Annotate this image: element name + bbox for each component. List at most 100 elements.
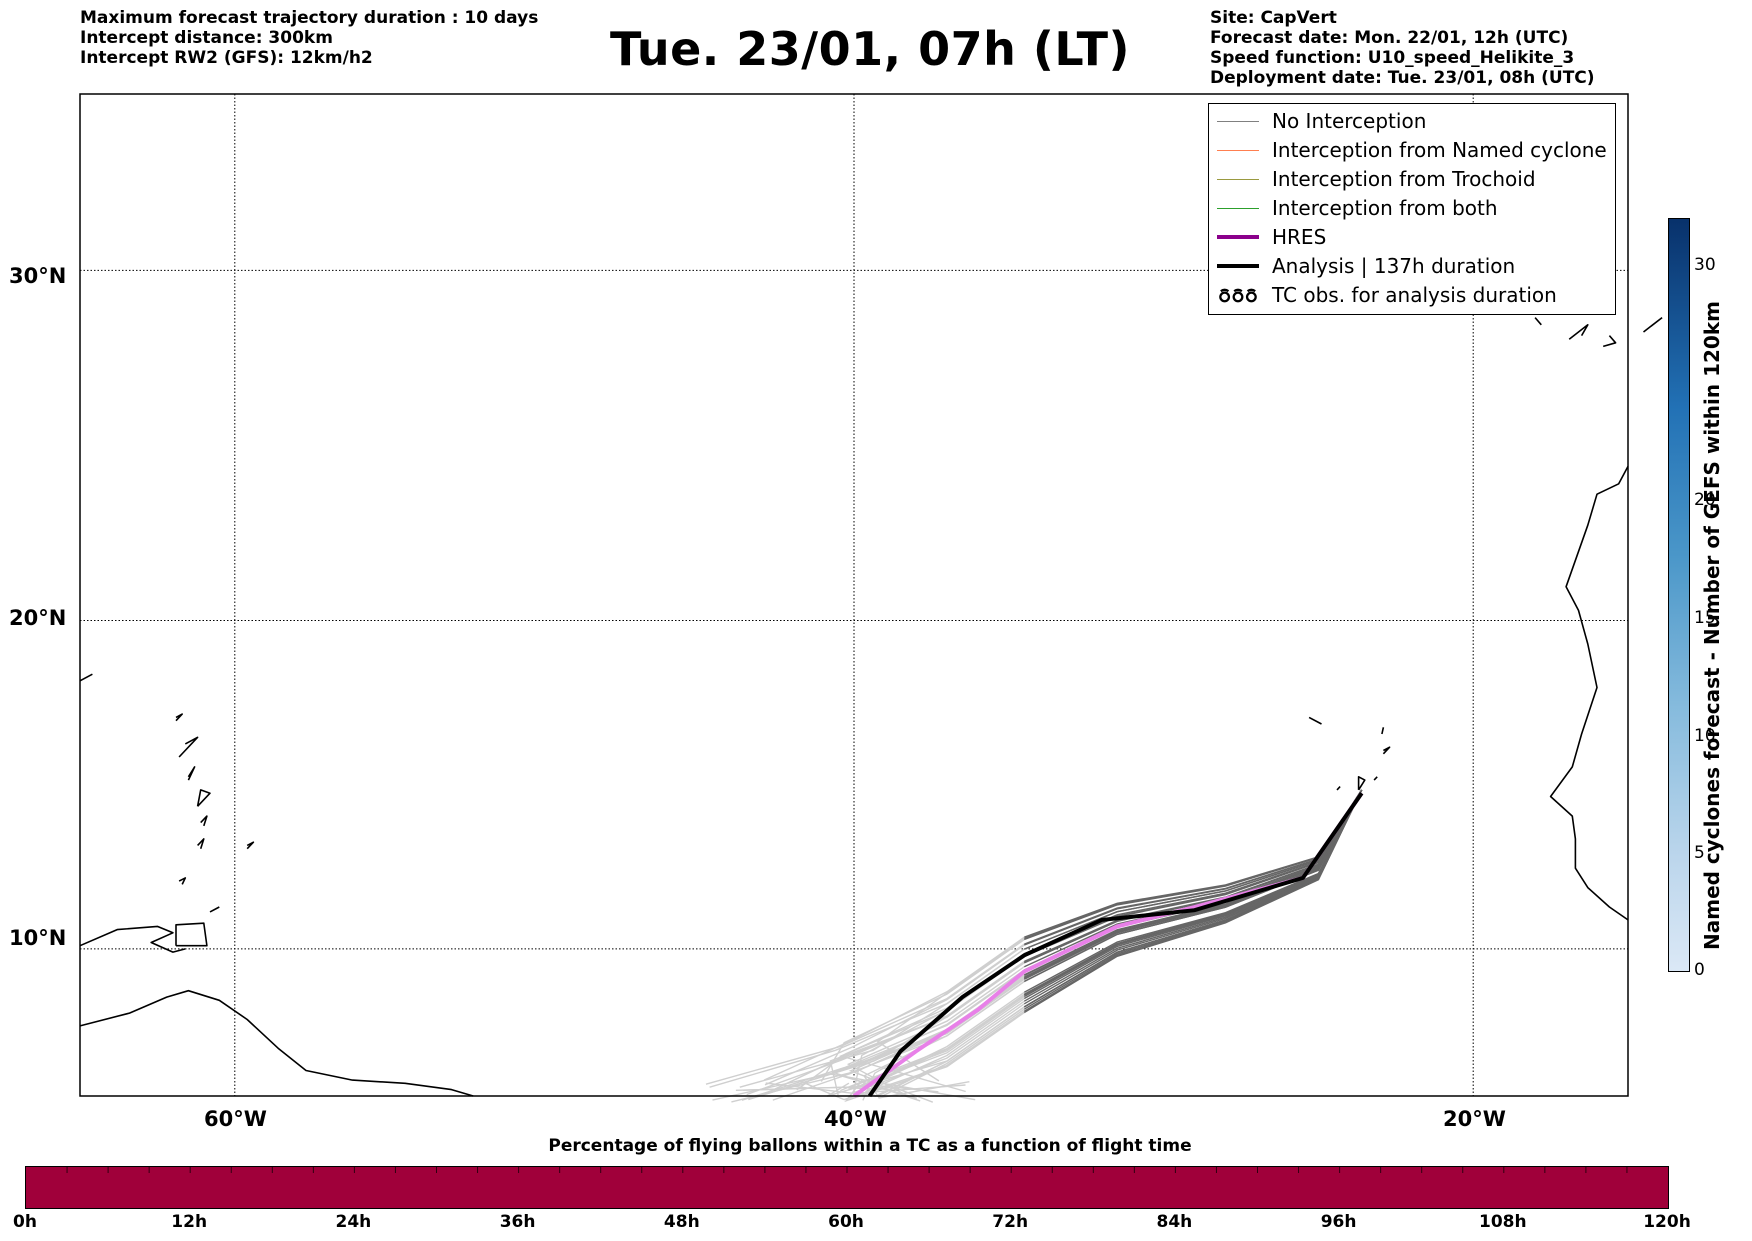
trajectory-line bbox=[1024, 789, 1363, 963]
colorbar-tick: 20 bbox=[1694, 490, 1716, 510]
hres-trajectory bbox=[852, 792, 1364, 1098]
coastline bbox=[187, 766, 196, 781]
percent-bar-tick-label: 36h bbox=[499, 1212, 536, 1232]
percent-bar-tick-label: 0h bbox=[13, 1212, 37, 1232]
coastline bbox=[79, 925, 186, 953]
percent-bar-tick-label: 24h bbox=[335, 1212, 372, 1232]
coastline bbox=[1357, 776, 1366, 791]
coastline bbox=[1381, 727, 1385, 735]
legend-label: HRES bbox=[1272, 225, 1327, 249]
coastline bbox=[1382, 746, 1391, 755]
legend-item: Interception from both bbox=[1209, 194, 1615, 223]
colorbar-tick: 30 bbox=[1694, 255, 1716, 275]
coastline bbox=[200, 815, 208, 827]
site-line: Site: CapVert bbox=[1210, 8, 1337, 28]
legend-label: Analysis | 137h duration bbox=[1272, 254, 1516, 278]
percent-bar-tick-label: 96h bbox=[1320, 1212, 1357, 1232]
coastline bbox=[1568, 324, 1589, 340]
trajectory-line bbox=[1023, 789, 1363, 1008]
coastline bbox=[196, 789, 211, 807]
trajectory-line bbox=[735, 994, 1025, 1091]
percent-bar-tick-label: 84h bbox=[1156, 1212, 1193, 1232]
legend-label: Interception from both bbox=[1272, 196, 1498, 220]
legend-label: No Interception bbox=[1272, 109, 1427, 133]
percent-bar-title: Percentage of flying ballons within a TC… bbox=[548, 1136, 1192, 1156]
site-line: Speed function: U10_speed_Helikite_3 bbox=[1210, 48, 1575, 68]
lon-tick: 40°W bbox=[824, 1107, 887, 1131]
coastline bbox=[197, 838, 205, 849]
map-gridlines bbox=[80, 94, 1628, 1096]
lat-tick: 30°N bbox=[9, 264, 67, 288]
coastline bbox=[1308, 716, 1322, 725]
legend-swatch bbox=[1217, 121, 1259, 122]
trajectory-line bbox=[1023, 789, 1363, 978]
lat-tick: 20°N bbox=[9, 606, 67, 630]
site-line: Deployment date: Tue. 23/01, 08h (UTC) bbox=[1210, 68, 1595, 88]
coastline bbox=[79, 989, 474, 1097]
coastline bbox=[1549, 466, 1629, 921]
cyclone-symbol-icon bbox=[1219, 288, 1257, 303]
param-line: Maximum forecast trajectory duration : 1… bbox=[80, 8, 539, 28]
map-legend: No Interception Interception from Named … bbox=[1208, 103, 1616, 315]
trajectories-late bbox=[705, 936, 1025, 1103]
coastlines bbox=[79, 316, 1663, 1097]
percent-bar bbox=[25, 1166, 1669, 1209]
legend-item: HRES bbox=[1209, 223, 1615, 252]
trajectory-line bbox=[826, 1006, 1025, 1097]
legend-swatch bbox=[1217, 208, 1259, 209]
coastline bbox=[175, 922, 208, 947]
coastline bbox=[175, 713, 183, 722]
legend-item: Analysis | 137h duration bbox=[1209, 252, 1615, 281]
coastline bbox=[1373, 776, 1378, 781]
legend-item: Interception from Named cyclone bbox=[1209, 136, 1615, 165]
legend-swatch bbox=[1217, 235, 1259, 239]
legend-swatch bbox=[1217, 179, 1259, 180]
map-frame bbox=[79, 93, 1629, 1097]
coastline bbox=[209, 906, 220, 913]
percent-bar-tick-label: 72h bbox=[992, 1212, 1029, 1232]
trajectory-line bbox=[762, 961, 1025, 1096]
trajectory-line bbox=[828, 978, 1025, 1101]
coastline bbox=[1534, 317, 1542, 326]
legend-item: No Interception bbox=[1209, 107, 1615, 136]
colorbar-tick: 10 bbox=[1694, 726, 1716, 746]
colorbar-tick: 0 bbox=[1694, 960, 1705, 980]
percent-bar-tick-label: 120h bbox=[1643, 1212, 1691, 1232]
colorbar-label: Named cyclones forecast - Number of GEFS… bbox=[1700, 301, 1724, 950]
lon-tick: 60°W bbox=[204, 1107, 267, 1131]
legend-label: Interception from Named cyclone bbox=[1272, 138, 1607, 162]
coastline bbox=[1602, 335, 1617, 348]
trajectory-line bbox=[739, 948, 1025, 1088]
trajectory-line bbox=[798, 1010, 1025, 1101]
lat-tick: 10°N bbox=[9, 926, 67, 950]
lon-tick: 20°W bbox=[1443, 1107, 1506, 1131]
coastline bbox=[246, 841, 255, 850]
coastline bbox=[79, 673, 93, 682]
page-title: Tue. 23/01, 07h (LT) bbox=[610, 22, 1130, 76]
coastline bbox=[1643, 316, 1663, 333]
coastline bbox=[1336, 786, 1341, 791]
trajectory-line bbox=[844, 1011, 1025, 1103]
percent-bar-tick-label: 60h bbox=[828, 1212, 864, 1232]
percent-bar-tick-label: 108h bbox=[1479, 1212, 1527, 1232]
trajectories-early bbox=[1023, 789, 1363, 1014]
coastline bbox=[178, 736, 199, 758]
legend-item: Interception from Trochoid bbox=[1209, 165, 1615, 194]
legend-label: Interception from Trochoid bbox=[1272, 167, 1536, 191]
colorbar-tick: 15 bbox=[1694, 608, 1716, 628]
percent-bar-tick-label: 48h bbox=[663, 1212, 700, 1232]
percent-bar-tick-label: 12h bbox=[171, 1212, 208, 1232]
trajectory-line bbox=[705, 943, 1025, 1085]
legend-swatch bbox=[1217, 264, 1259, 268]
forecast-parameters: Maximum forecast trajectory duration : 1… bbox=[80, 8, 538, 68]
site-info: Site: CapVert Forecast date: Mon. 22/01,… bbox=[1210, 8, 1595, 88]
legend-swatch bbox=[1217, 150, 1259, 151]
param-line: Intercept distance: 300km bbox=[80, 28, 333, 48]
colorbar bbox=[1668, 218, 1690, 972]
colorbar-tick: 5 bbox=[1694, 843, 1705, 863]
trajectory-line bbox=[741, 970, 1025, 1101]
legend-item: TC obs. for analysis duration bbox=[1209, 281, 1615, 310]
coastline bbox=[178, 877, 187, 885]
param-line: Intercept RW2 (GFS): 12km/h2 bbox=[80, 48, 373, 68]
